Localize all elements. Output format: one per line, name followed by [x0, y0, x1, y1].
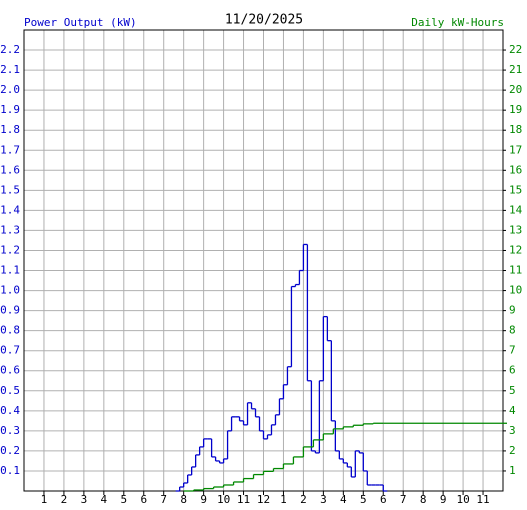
y2-tick-label: 8	[509, 324, 516, 337]
y2-tick-label: 19	[509, 103, 522, 116]
series	[183, 422, 507, 492]
y2-tick-label: 9	[509, 304, 516, 317]
x-tick-label: 8	[180, 493, 187, 506]
x-tick-label: 12	[257, 493, 270, 506]
x-tick-label: 1	[280, 493, 287, 506]
x-tick-label: 5	[120, 493, 127, 506]
x-tick-label: 7	[400, 493, 407, 506]
x-tick-label: 5	[360, 493, 367, 506]
x-tick-label: 9	[200, 493, 207, 506]
y2-tick-label: 14	[509, 203, 523, 216]
y-tick-label: 1.5	[0, 183, 20, 196]
y-tick-label: 1.4	[0, 203, 20, 216]
y-tick-label: 0.2	[0, 444, 20, 457]
y-tick-label: 0.6	[0, 364, 20, 377]
x-tick-label: 7	[160, 493, 167, 506]
y2-tick-label: 10	[509, 284, 522, 297]
x-tick-label: 4	[340, 493, 347, 506]
y-tick-label: 0.8	[0, 324, 20, 337]
y-tick-label: 1.2	[0, 243, 20, 256]
y-tick-label: 1.6	[0, 163, 20, 176]
y-tick-label: 1.9	[0, 103, 20, 116]
y2-tick-label: 5	[509, 384, 516, 397]
x-tick-label: 1	[41, 493, 48, 506]
x-tick-label: 10	[456, 493, 469, 506]
x-tick-label: 6	[380, 493, 387, 506]
y2-tick-label: 20	[509, 83, 522, 96]
y-tick-label: 1.3	[0, 223, 20, 236]
y2-tick-label: 4	[509, 404, 516, 417]
y2-tick-label: 3	[509, 424, 516, 437]
y-tick-label: 2.2	[0, 43, 20, 56]
x-tick-label: 3	[320, 493, 327, 506]
y2-tick-label: 11	[509, 264, 522, 277]
y2-tick-label: 13	[509, 223, 522, 236]
series	[175, 243, 388, 492]
y-tick-label: 0.5	[0, 384, 20, 397]
y2-tick-label: 1	[509, 464, 516, 477]
y-tick-label: 2.0	[0, 83, 20, 96]
y-tick-label: 0.9	[0, 304, 20, 317]
chart-title: 11/20/2025	[225, 13, 303, 28]
y2-tick-label: 18	[509, 123, 522, 136]
y-tick-label: 0.7	[0, 344, 20, 357]
x-tick-label: 2	[300, 493, 307, 506]
y-tick-label: 1.1	[0, 264, 20, 277]
y2-tick-label: 2	[509, 444, 516, 457]
y2-tick-label: 22	[509, 43, 522, 56]
y2-tick-label: 17	[509, 143, 522, 156]
plot-border	[23, 29, 504, 492]
y-tick-label: 2.1	[0, 63, 20, 76]
x-tick-label: 6	[140, 493, 147, 506]
y-tick-label: 0.1	[0, 464, 20, 477]
left-axis-title: Power Output (kW)	[24, 16, 137, 29]
x-tick-label: 9	[440, 493, 447, 506]
y2-tick-label: 12	[509, 243, 522, 256]
x-tick-label: 8	[420, 493, 427, 506]
y2-tick-label: 21	[509, 63, 522, 76]
y2-tick-label: 6	[509, 364, 516, 377]
y2-tick-label: 7	[509, 344, 516, 357]
x-tick-label: 11	[237, 493, 250, 506]
right-axis-title: Daily kW-Hours	[411, 16, 504, 29]
y-tick-label: 0.4	[0, 404, 20, 417]
y2-tick-label: 16	[509, 163, 522, 176]
y2-tick-label: 15	[509, 183, 522, 196]
y-tick-label: 1.0	[0, 284, 20, 297]
x-tick-label: 3	[81, 493, 88, 506]
x-tick-label: 4	[101, 493, 108, 506]
x-tick-label: 2	[61, 493, 68, 506]
x-tick-label: 10	[217, 493, 230, 506]
y-tick-label: 1.8	[0, 123, 20, 136]
y-tick-label: 0.3	[0, 424, 20, 437]
x-tick-label: 11	[476, 493, 489, 506]
y-tick-label: 1.7	[0, 143, 20, 156]
